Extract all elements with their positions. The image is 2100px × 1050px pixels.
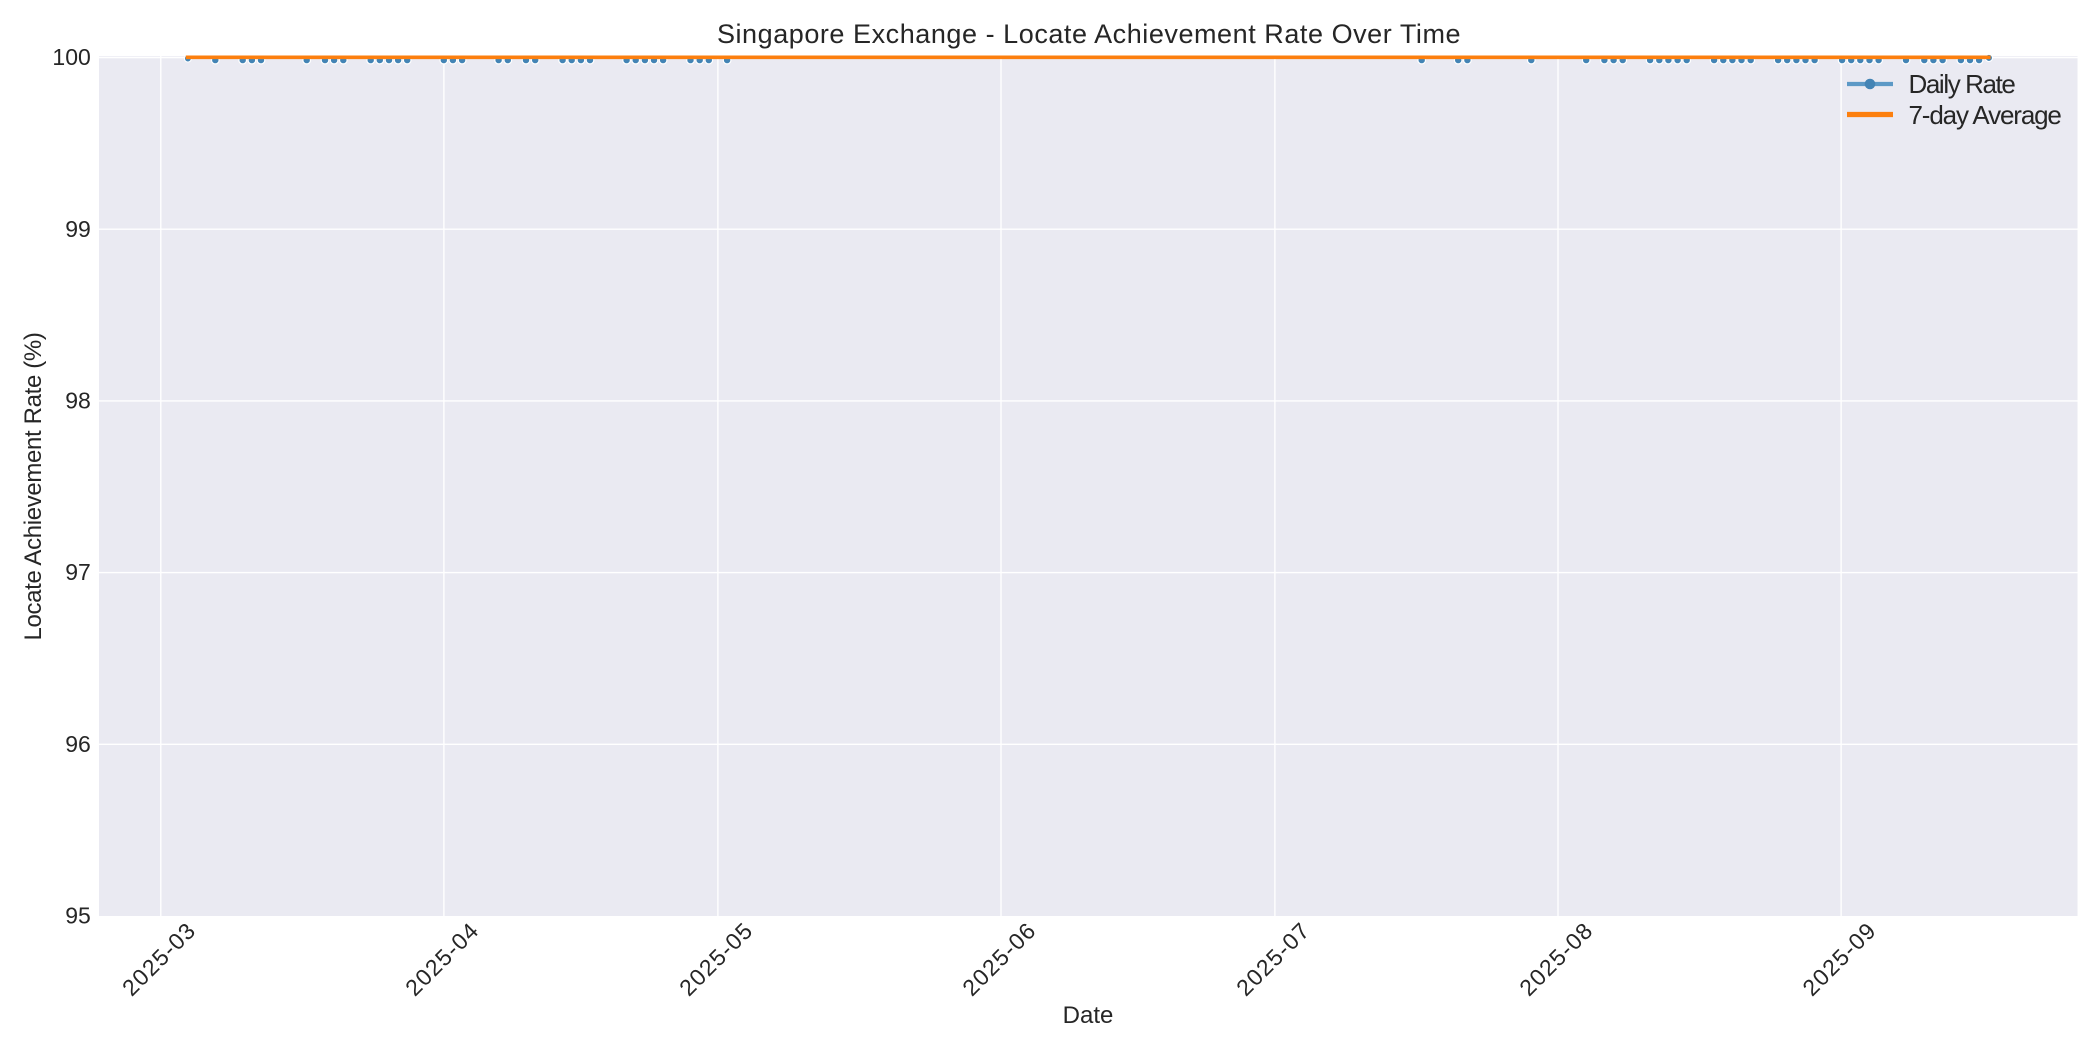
svg-text:98: 98 [65,388,91,414]
svg-text:97: 97 [65,559,91,585]
svg-text:Date: Date [1063,1002,1114,1029]
svg-text:96: 96 [65,731,91,757]
svg-text:99: 99 [65,216,91,242]
svg-text:Daily Rate: Daily Rate [1909,69,2016,99]
svg-text:Singapore Exchange - Locate Ac: Singapore Exchange - Locate Achievement … [717,19,1461,49]
svg-text:7-day Average: 7-day Average [1909,100,2062,130]
svg-text:Locate Achievement Rate (%): Locate Achievement Rate (%) [20,332,47,640]
svg-text:95: 95 [65,903,91,929]
svg-text:100: 100 [52,44,90,70]
